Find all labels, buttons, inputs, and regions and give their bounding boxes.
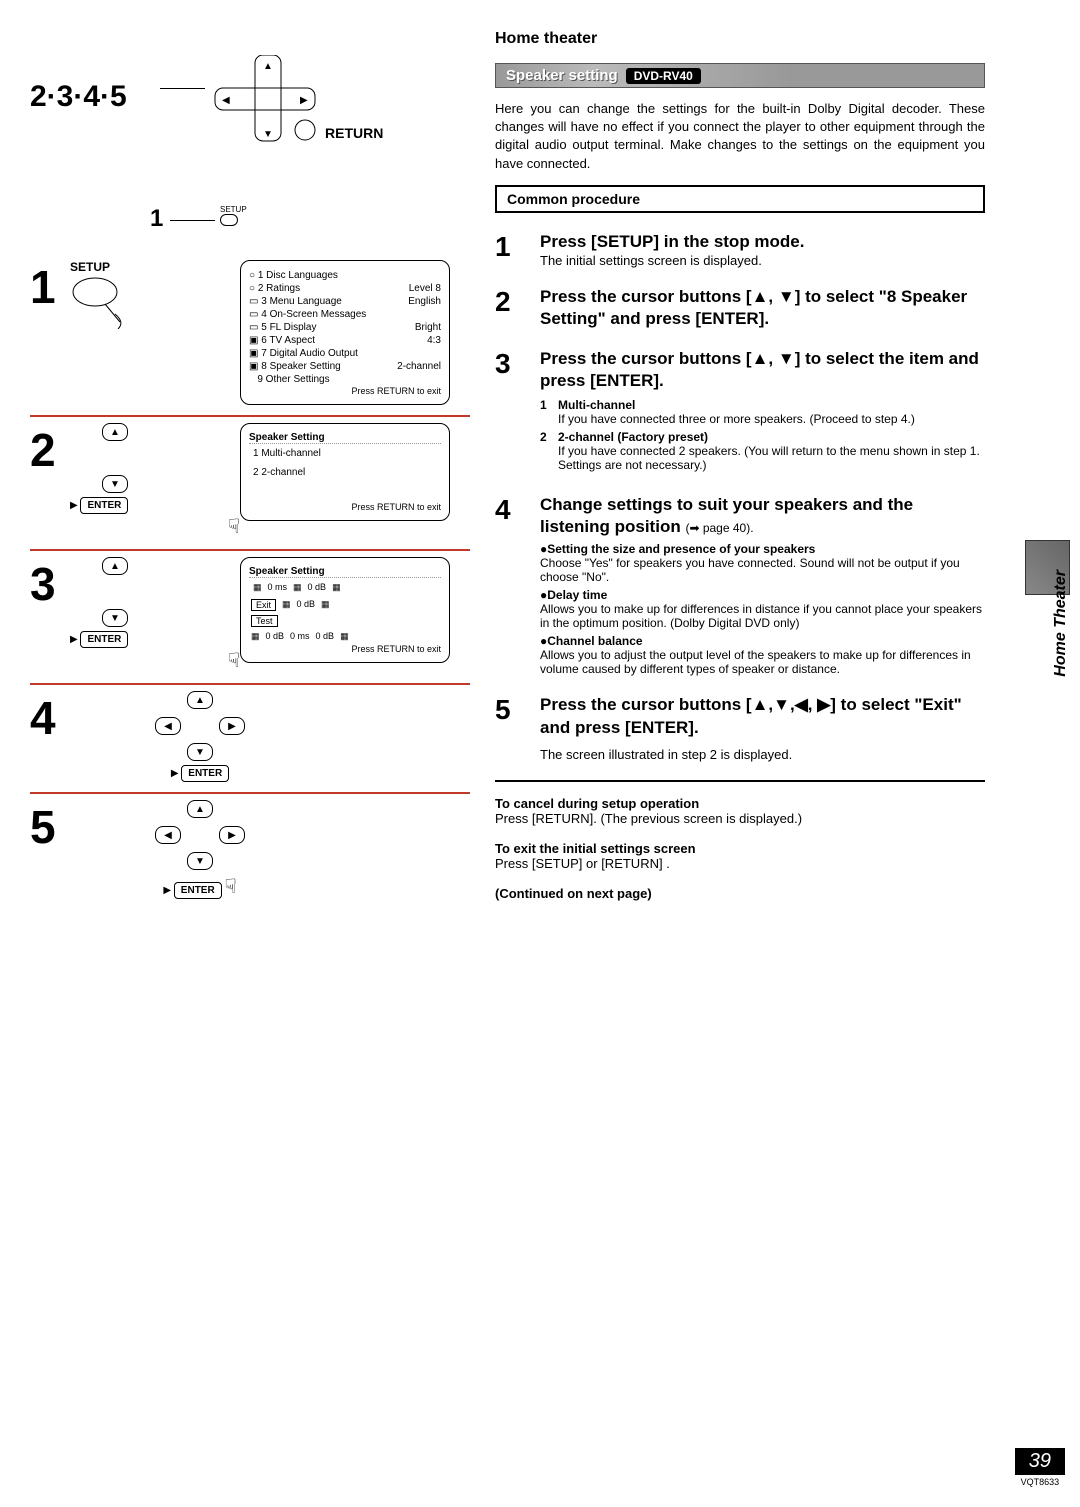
right-step-2: 2 Press the cursor buttons [▲, ▼] to sel… (495, 286, 985, 330)
menu-item-4: ▭ 4 On-Screen Messages (249, 308, 441, 321)
step3-diagram: ▲▼ ▶ ENTER ☟ (70, 557, 240, 673)
model-badge: DVD-RV40 (626, 68, 701, 84)
enter-button: ENTER (80, 497, 128, 514)
remote-diagram: 2·3·4·5 ▲ ▼ ◀ ▶ RETURN 1 SETUP (30, 30, 470, 240)
step3-sublist: 1 Multi-channel If you have connected th… (540, 398, 985, 472)
step-numbers-label: 2·3·4·5 (30, 80, 127, 114)
page-code: VQT8633 (1015, 1477, 1065, 1487)
enter-button: ENTER (174, 882, 222, 899)
arrow-pad: ▲▼ (70, 557, 160, 627)
arrow-pad: ▲▼ (70, 423, 160, 493)
one-label: 1 (150, 205, 163, 233)
intro-text: Here you can change the settings for the… (495, 100, 985, 173)
section-header: Home theater (495, 30, 985, 48)
arrow-pad: ▲▼◀▶ (155, 691, 245, 761)
step1-screen: ○ 1 Disc Languages ○ 2 RatingsLevel 8 ▭ … (240, 260, 450, 405)
return-label: RETURN (325, 125, 383, 141)
step2-diagram: ▲▼ ▶ ENTER ☟ (70, 423, 240, 539)
sub-body: If you have connected three or more spea… (558, 412, 915, 426)
step-num-3: 3 (30, 557, 70, 611)
screen-item: 1 Multi-channel (249, 444, 441, 463)
setup-label: SETUP (70, 260, 240, 274)
common-procedure-box: Common procedure (495, 185, 985, 213)
page-number: 39 (1015, 1448, 1065, 1475)
test-option: Test (251, 615, 278, 627)
divider (30, 683, 470, 685)
left-step-1: 1 SETUP ○ 1 Disc Languages ○ 2 RatingsLe… (30, 260, 470, 405)
menu-footer: Press RETURN to exit (249, 386, 441, 396)
sub-body: If you have connected 2 speakers. (You w… (558, 444, 980, 472)
leader-line (160, 88, 205, 89)
menu-item-8: ▣ 8 Speaker Setting2-channel (249, 360, 441, 373)
screen-footer: Press RETURN to exit (249, 502, 441, 512)
left-column: 2·3·4·5 ▲ ▼ ◀ ▶ RETURN 1 SETUP 1 SETUP (30, 30, 470, 909)
svg-text:▼: ▼ (263, 129, 273, 140)
menu-item-9: 9 Other Settings (249, 373, 441, 386)
bullet-1: ●Setting the size and presence of your s… (540, 542, 985, 584)
title-bar: Speaker setting DVD-RV40 (495, 63, 985, 88)
arrow-pad: ▲▼◀▶ (155, 800, 245, 870)
step-num-1: 1 (30, 260, 70, 314)
dpad-shape: ▲ ▼ ◀ ▶ (210, 55, 320, 150)
menu-item-5: ▭ 5 FL DisplayBright (249, 321, 441, 334)
cancel-block: To cancel during setup operation Press [… (495, 780, 985, 901)
step3-title: Press the cursor buttons [▲, ▼] to selec… (540, 348, 985, 392)
left-step-4: 4 ▲▼◀▶ ▶ ENTER (30, 691, 470, 782)
menu-item-1: ○ 1 Disc Languages (249, 269, 441, 282)
step3-screen: Speaker Setting ▦0 ms▦0 dB▦ Exit ▦0 dB▦ … (240, 557, 450, 663)
sub-title: 2-channel (Factory preset) (558, 430, 708, 444)
divider (30, 549, 470, 551)
setup-button-shape: SETUP (220, 205, 247, 226)
step2-title: Press the cursor buttons [▲, ▼] to selec… (540, 286, 985, 330)
step-num-4: 4 (30, 691, 70, 745)
continued-note: (Continued on next page) (495, 886, 985, 901)
right-step-4: 4 Change settings to suit your speakers … (495, 494, 985, 676)
bullet-3: ●Channel balance Allows you to adjust th… (540, 634, 985, 676)
cancel-body-2: Press [SETUP] or [RETURN] . (495, 856, 985, 871)
screen-title: Speaker Setting (249, 432, 441, 444)
svg-text:◀: ◀ (222, 95, 230, 106)
cancel-title-1: To cancel during setup operation (495, 796, 985, 811)
step2-screen: Speaker Setting 1 Multi-channel 2 2-chan… (240, 423, 450, 521)
right-step-5: 5 Press the cursor buttons [▲,▼,◀, ▶] to… (495, 694, 985, 761)
step1-body: The initial settings screen is displayed… (540, 253, 985, 268)
left-step-5: 5 ▲▼◀▶ ▶ ENTER ☟ (30, 800, 470, 899)
svg-text:▶: ▶ (300, 95, 308, 106)
right-column: Home theater Speaker setting DVD-RV40 He… (495, 30, 985, 901)
divider (30, 792, 470, 794)
step5-body: The screen illustrated in step 2 is disp… (540, 747, 985, 762)
sub-title: Multi-channel (558, 398, 635, 412)
step-num-5: 5 (30, 800, 70, 854)
screen-title: Speaker Setting (249, 566, 441, 578)
menu-item-2: ○ 2 RatingsLevel 8 (249, 282, 441, 295)
cancel-title-2: To exit the initial settings screen (495, 841, 985, 856)
side-tab-label: Home Theater (1052, 570, 1070, 677)
divider (30, 415, 470, 417)
step4-diagram: ▲▼◀▶ ▶ ENTER (70, 691, 330, 782)
screen-item: 2 2-channel (249, 463, 441, 482)
menu-item-3: ▭ 3 Menu LanguageEnglish (249, 295, 441, 308)
left-step-2: 2 ▲▼ ▶ ENTER ☟ Speaker Setting 1 Multi-c… (30, 423, 470, 539)
enter-button: ENTER (181, 765, 229, 782)
step5-title: Press the cursor buttons [▲,▼,◀, ▶] to s… (540, 694, 985, 738)
step4-title: Change settings to suit your speakers an… (540, 494, 985, 538)
leader-line-1 (170, 220, 215, 221)
svg-text:▲: ▲ (263, 61, 273, 72)
menu-item-6: ▣ 6 TV Aspect4:3 (249, 334, 441, 347)
page-number-block: 39 VQT8633 (1015, 1448, 1065, 1487)
left-step-3: 3 ▲▼ ▶ ENTER ☟ Speaker Setting ▦0 ms▦0 d… (30, 557, 470, 673)
step5-diagram: ▲▼◀▶ ▶ ENTER ☟ (70, 800, 330, 899)
step1-title: Press [SETUP] in the stop mode. (540, 231, 985, 253)
bar-title: Speaker setting (506, 67, 618, 84)
step-num-2: 2 (30, 423, 70, 477)
exit-option: Exit (251, 599, 276, 611)
step1-diagram: SETUP (70, 260, 240, 332)
screen-footer: Press RETURN to exit (249, 644, 441, 654)
menu-item-7: ▣ 7 Digital Audio Output (249, 347, 441, 360)
right-step-3: 3 Press the cursor buttons [▲, ▼] to sel… (495, 348, 985, 476)
bullet-2: ●Delay time Allows you to make up for di… (540, 588, 985, 630)
enter-button: ENTER (80, 631, 128, 648)
right-step-1: 1 Press [SETUP] in the stop mode. The in… (495, 231, 985, 268)
cancel-body-1: Press [RETURN]. (The previous screen is … (495, 811, 985, 826)
